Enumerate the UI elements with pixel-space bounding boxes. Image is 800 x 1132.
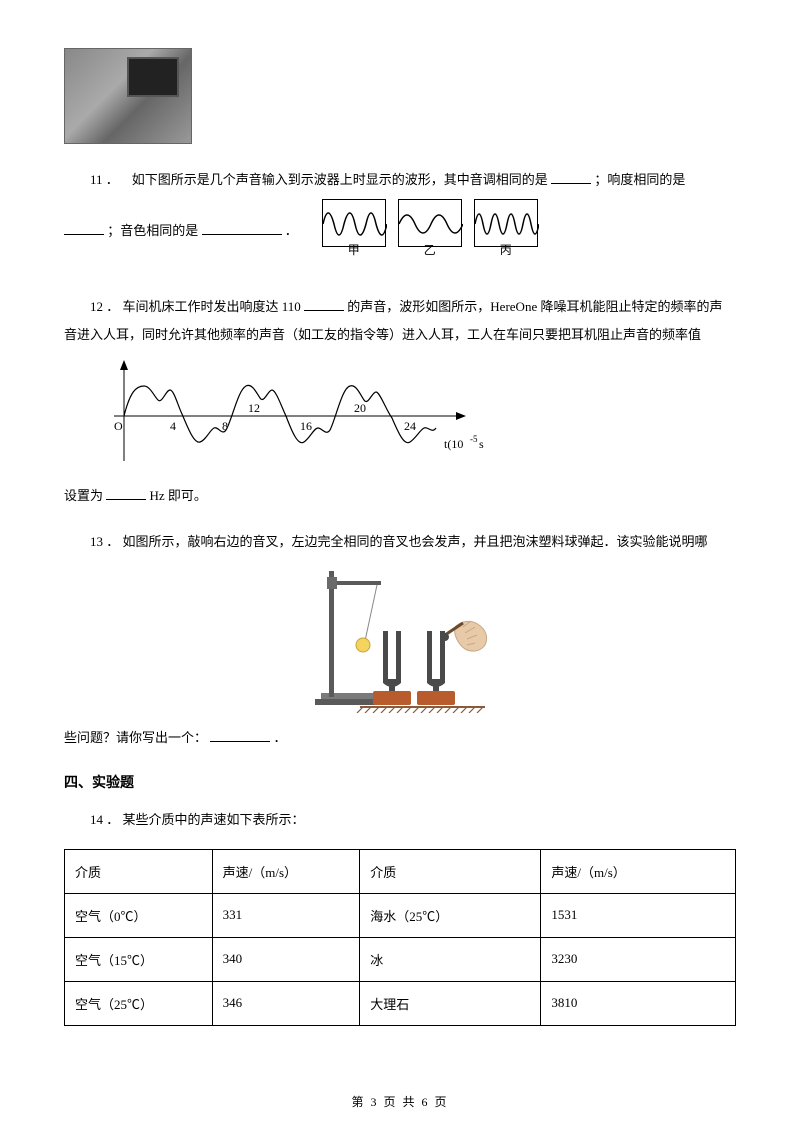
q12-number: 12 [90,299,103,314]
wave-label-yi: 乙 [399,237,461,263]
wave-label-bing: 丙 [475,237,537,263]
q11-sep: ． [106,172,119,187]
q11-blank-3[interactable] [202,220,282,236]
svg-text:20: 20 [354,401,366,415]
q12-blank-1[interactable] [304,295,344,311]
question-11: 11 ． 如下图所示是几个声音输入到示波器上时显示的波形，其中音调相同的是 ；响… [64,166,736,265]
q11-blank-2[interactable] [64,220,104,236]
q13-text-a: 如图所示，敲响右边的音叉，左边完全相同的音叉也会发声，并且把泡沫塑料球弹起．该实… [123,534,708,549]
question-14: 14 ． 某些介质中的声速如下表所示： [64,806,736,835]
q13-sep: ． [106,534,119,549]
svg-text:24: 24 [404,419,416,433]
q11-waveforms: 甲 乙 丙 [316,199,544,265]
question-12: 12 ． 车间机床工作时发出响度达 110 的声音，波形如图所示，HereOne… [64,293,736,511]
q14-sep: ． [106,812,119,827]
q13-number: 13 [90,534,103,549]
page-footer: 第 3 页 共 6 页 [0,1093,800,1110]
sound-speed-table: 介质 声速/（m/s） 介质 声速/（m/s） 空气（0℃） 331 海水（25… [64,849,736,1026]
table-row: 空气（15℃） 340 冰 3230 [65,937,736,981]
wave-label-jia: 甲 [323,237,385,263]
svg-text:s): s) [479,437,484,451]
q11-text-c: ；音色相同的是 [107,223,198,238]
q12-text-d: 设置为 [64,488,103,503]
q11-number: 11 [90,172,103,187]
waveform-yi: 乙 [398,199,462,247]
q12-sep: ． [106,299,119,314]
q13-blank[interactable] [210,726,270,742]
table-header: 介质 [65,849,213,893]
table-header: 声速/（m/s） [541,849,736,893]
waveform-jia: 甲 [322,199,386,247]
q12-text-c: 音进入人耳，同时允许其他频率的声音（如工友的指令等）进入人耳，工人在车间只要把耳… [64,321,736,350]
q12-text-b: 的声音，波形如图所示，HereOne 降噪耳机能阻止特定的频率的声 [347,299,722,314]
q11-text-a: 如下图所示是几个声音输入到示波器上时显示的波形，其中音调相同的是 [132,172,548,187]
q12-text-a: 车间机床工作时发出响度达 110 [123,299,301,314]
q12-waveform-graph: O 4 8 12 16 20 24 t(10 -5 s) [104,356,484,476]
q14-number: 14 [90,812,103,827]
svg-text:16: 16 [300,419,312,433]
table-cell: 331 [212,893,360,937]
table-row: 空气（25℃） 346 大理石 3810 [65,981,736,1025]
table-row: 介质 声速/（m/s） 介质 声速/（m/s） [65,849,736,893]
q14-intro-text: 某些介质中的声速如下表所示： [123,812,305,827]
table-cell: 空气（25℃） [65,981,213,1025]
q12-blank-2[interactable] [106,484,146,500]
ultrasound-photo [64,48,192,144]
svg-text:12: 12 [248,401,260,415]
section-4-title: 四、实验题 [64,772,736,792]
footer-total: 6 [422,1095,430,1109]
table-cell: 空气（15℃） [65,937,213,981]
waveform-bing: 丙 [474,199,538,247]
q11-text-b: ；响度相同的是 [594,172,685,187]
tuning-fork-figure [305,563,495,713]
table-cell: 1531 [541,893,736,937]
table-cell: 大理石 [360,981,541,1025]
table-row: 空气（0℃） 331 海水（25℃） 1531 [65,893,736,937]
svg-text:O: O [114,419,123,433]
svg-text:t(10: t(10 [444,437,463,451]
q12-text-e: Hz 即可。 [150,488,207,503]
q11-blank-1[interactable] [551,168,591,184]
footer-text-a: 第 [351,1095,370,1109]
table-cell: 海水（25℃） [360,893,541,937]
question-13: 13 ． 如图所示，敲响右边的音叉，左边完全相同的音叉也会发声，并且把泡沫塑料球… [64,528,736,752]
footer-text-b: 页 共 [378,1095,421,1109]
q13-text-b: 些问题？请你写出一个： [64,730,207,745]
table-cell: 3810 [541,981,736,1025]
q13-period: ． [274,730,287,745]
table-cell: 3230 [541,937,736,981]
table-cell: 340 [212,937,360,981]
footer-text-c: 页 [430,1095,449,1109]
q11-period: ． [285,223,298,238]
table-header: 声速/（m/s） [212,849,360,893]
svg-text:4: 4 [170,419,176,433]
table-cell: 空气（0℃） [65,893,213,937]
svg-text:-5: -5 [470,434,478,444]
table-header: 介质 [360,849,541,893]
table-cell: 冰 [360,937,541,981]
table-cell: 346 [212,981,360,1025]
